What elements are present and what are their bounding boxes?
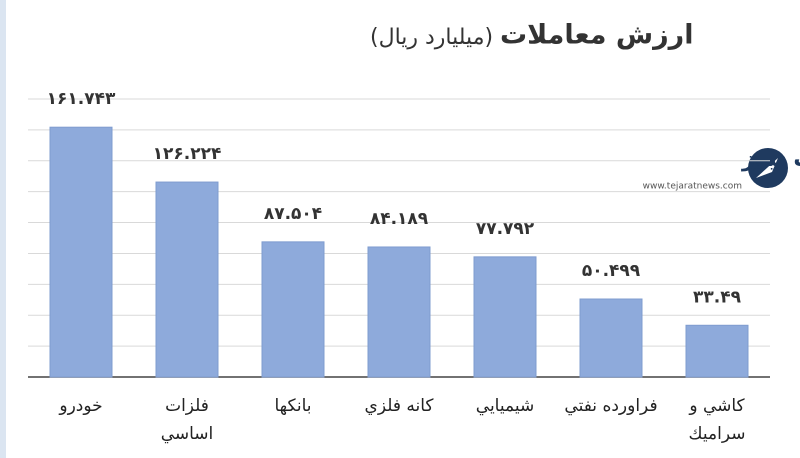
x-tick-label: خودرو — [59, 396, 103, 416]
x-tick-label: كانه فلزي — [364, 396, 434, 416]
left-edge — [0, 0, 6, 458]
x-tick-label: شيميايي — [475, 396, 535, 416]
x-tick-label: فراورده نفتي — [564, 396, 658, 416]
value-label: ۷۷.۷۹۲ — [476, 219, 535, 239]
value-label: ۱۲۶.۲۲۴ — [153, 144, 222, 164]
bar — [579, 298, 643, 378]
bar — [155, 181, 219, 378]
x-tick-label: كاشي و سراميك — [688, 396, 746, 444]
x-tick-label: فلزات اساسي — [160, 396, 214, 444]
value-label: ۸۷.۵۰۴ — [264, 204, 322, 224]
watermark: تجارت نیوز www.tejaratnews.com — [643, 147, 800, 192]
chart-subtitle: (میلیارد ریال) — [370, 25, 493, 50]
x-tick-label: بانكها — [274, 396, 312, 416]
value-label: ۳۳.۴۹ — [693, 287, 742, 307]
watermark-url: www.tejaratnews.com — [643, 182, 742, 192]
bar — [261, 241, 325, 378]
logo-mark — [756, 158, 778, 178]
watermark-name: تجارت نیوز — [741, 147, 800, 172]
bar — [685, 324, 749, 378]
value-label: ۱۶۱.۷۴۳ — [47, 89, 116, 109]
chart-title: ارزش معاملات — [500, 20, 693, 51]
bar — [367, 246, 431, 378]
value-label: ۸۴.۱۸۹ — [370, 209, 429, 229]
value-label: ۵۰.۴۹۹ — [582, 261, 641, 281]
bar — [49, 126, 113, 378]
bar — [473, 256, 537, 378]
